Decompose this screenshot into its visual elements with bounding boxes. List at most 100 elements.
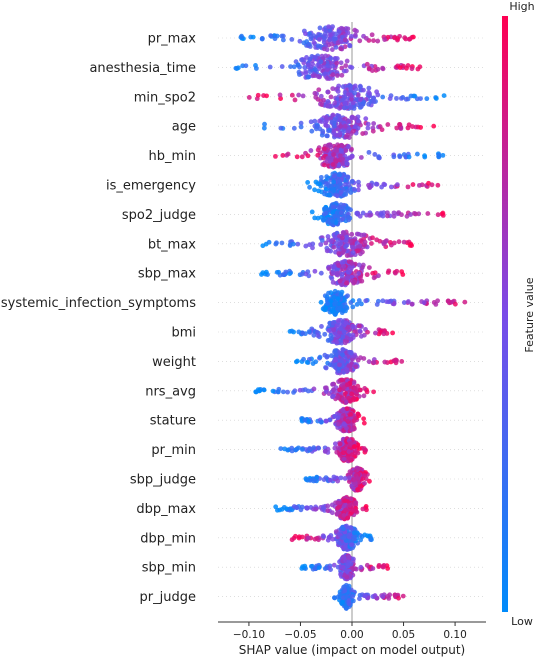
- shap-point: [307, 446, 313, 451]
- shap-point: [278, 446, 284, 452]
- shap-point: [329, 502, 335, 508]
- shap-point: [316, 188, 322, 194]
- shap-point: [282, 446, 288, 452]
- shap-point: [370, 566, 376, 571]
- feature-label: sbp_min: [142, 561, 196, 576]
- shap-point: [412, 210, 417, 216]
- shap-point: [401, 239, 407, 245]
- shap-point: [349, 96, 354, 102]
- shap-point: [367, 478, 372, 484]
- shap-point: [330, 320, 336, 326]
- shap-point: [304, 55, 309, 60]
- shap-point: [322, 146, 327, 152]
- shap-point: [372, 64, 378, 69]
- shap-point: [324, 174, 330, 180]
- shap-point: [403, 36, 409, 42]
- shap-point: [246, 95, 252, 100]
- shap-point: [325, 301, 331, 306]
- shap-point: [348, 398, 353, 404]
- shap-point: [371, 38, 376, 43]
- shap-point: [348, 525, 353, 530]
- shap-point: [340, 352, 345, 358]
- shap-point: [280, 389, 286, 395]
- shap-point: [328, 248, 334, 254]
- shap-point: [321, 97, 326, 103]
- shap-point: [319, 132, 325, 138]
- shap-point: [333, 44, 339, 50]
- shap-point: [294, 446, 300, 452]
- shap-point: [333, 300, 339, 305]
- shap-point: [436, 152, 442, 158]
- shap-point: [342, 340, 348, 346]
- shap-point: [342, 588, 348, 594]
- shap-point: [336, 540, 342, 546]
- shap-point: [299, 154, 305, 160]
- shap-point: [399, 359, 405, 364]
- shap-point: [373, 181, 379, 187]
- shap-point: [318, 93, 324, 99]
- shap-point: [324, 248, 330, 254]
- shap-point: [312, 566, 318, 572]
- shap-point: [335, 270, 340, 276]
- shap-point: [341, 264, 346, 269]
- shap-point: [361, 446, 367, 451]
- shap-point: [305, 477, 310, 483]
- shap-point: [367, 185, 373, 190]
- shap-point: [335, 73, 340, 78]
- shap-point: [341, 68, 347, 74]
- shap-point: [337, 592, 343, 598]
- shap-point: [287, 271, 293, 277]
- shap-point: [317, 354, 323, 360]
- shap-point: [318, 64, 324, 69]
- shap-point: [346, 182, 352, 187]
- shap-point: [396, 239, 402, 245]
- shap-point: [353, 364, 359, 370]
- shap-point: [340, 554, 346, 560]
- shap-point: [323, 418, 329, 424]
- shap-point: [344, 253, 350, 258]
- shap-point: [261, 125, 267, 131]
- shap-point: [312, 118, 318, 124]
- shap-point: [361, 393, 367, 399]
- shap-point: [344, 382, 350, 388]
- shap-point: [350, 100, 356, 106]
- shap-point: [358, 564, 364, 570]
- shap-point: [298, 124, 304, 130]
- feature-label: min_spo2: [134, 90, 196, 105]
- shap-point: [388, 184, 394, 190]
- shap-point: [433, 96, 439, 101]
- shap-point: [349, 154, 355, 159]
- shap-point: [352, 115, 358, 121]
- shap-point: [366, 89, 372, 95]
- shap-point: [261, 387, 267, 393]
- shap-point: [347, 457, 352, 462]
- shap-point: [323, 240, 329, 246]
- shap-point: [291, 241, 296, 247]
- shap-point: [330, 270, 336, 276]
- shap-point: [285, 151, 291, 157]
- shap-point: [343, 63, 349, 69]
- shap-point: [312, 90, 318, 96]
- shap-point: [259, 36, 265, 42]
- shap-point: [336, 178, 342, 184]
- shap-point: [278, 96, 283, 101]
- shap-point: [339, 235, 345, 241]
- shap-point: [284, 506, 290, 512]
- shap-point: [435, 298, 441, 304]
- shap-point: [345, 293, 350, 299]
- shap-point: [311, 40, 317, 45]
- shap-point: [299, 57, 304, 63]
- shap-point: [452, 301, 458, 307]
- shap-point: [355, 411, 361, 417]
- shap-point: [340, 564, 346, 570]
- shap-point: [298, 120, 304, 126]
- shap-point: [332, 213, 338, 219]
- shap-point: [255, 92, 261, 98]
- shap-point: [339, 271, 345, 277]
- shap-point: [332, 312, 338, 317]
- shap-point: [341, 231, 347, 237]
- feature-label: bt_max: [148, 237, 196, 252]
- shap-point: [303, 31, 308, 37]
- shap-point: [374, 237, 380, 243]
